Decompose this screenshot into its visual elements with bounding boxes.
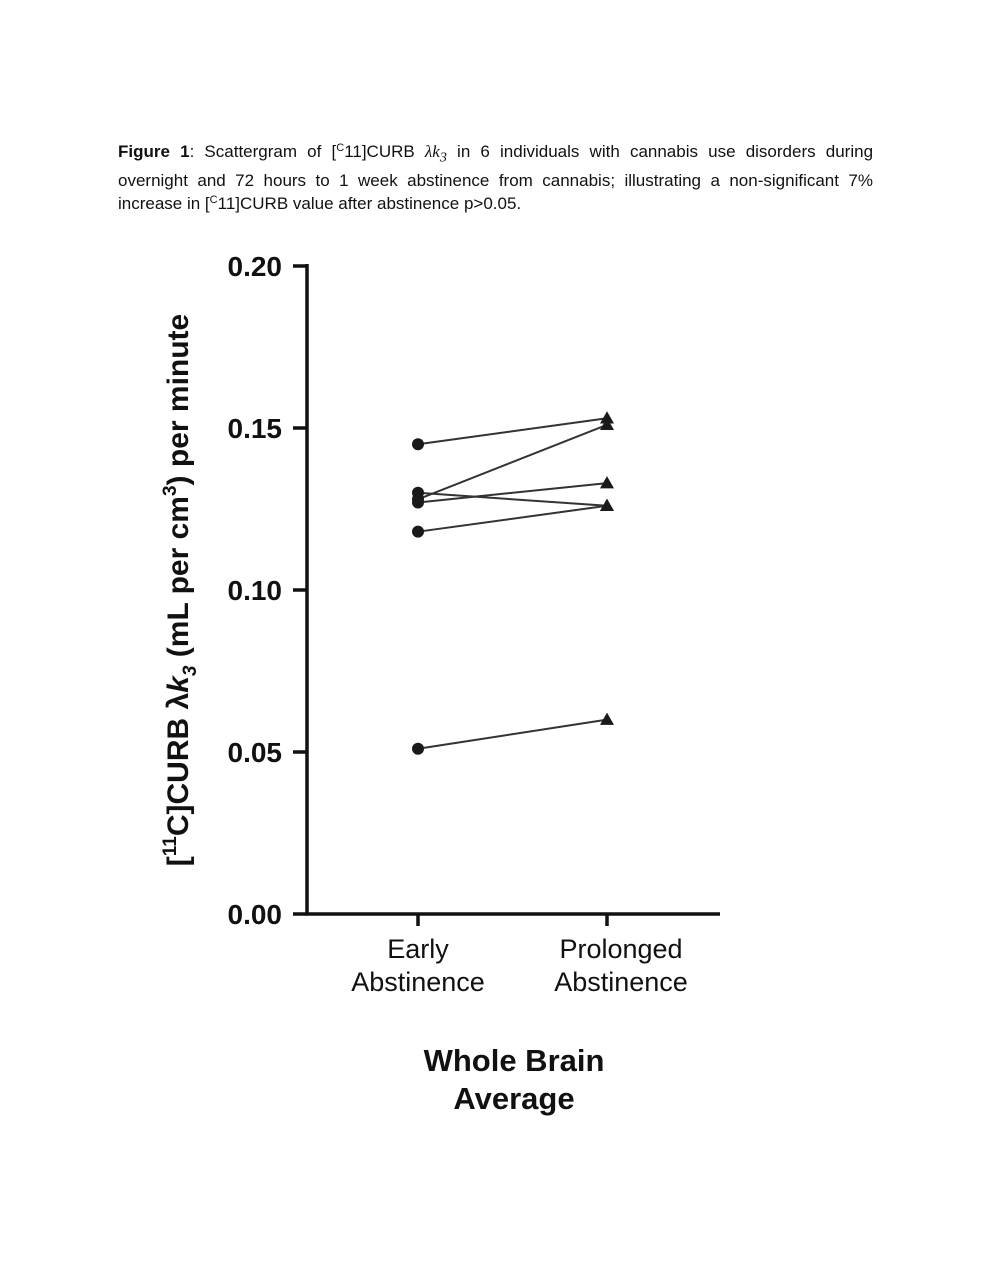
caption-sub: 3 bbox=[439, 149, 447, 166]
early-point bbox=[412, 438, 424, 451]
y-tick-label: 0.10 bbox=[228, 575, 283, 606]
caption-label: Figure 1 bbox=[118, 142, 190, 161]
caption-text-1: : Scattergram of [ bbox=[189, 142, 337, 161]
x-category-label: Abstinence bbox=[351, 967, 485, 997]
y-title-mid: (mL per cm bbox=[162, 496, 195, 666]
caption-lambda: λk bbox=[424, 142, 440, 161]
prolonged-point bbox=[600, 411, 614, 424]
y-title-k: k bbox=[162, 675, 195, 693]
caption-text-3: in 6 individuals with cannabis use disor… bbox=[118, 142, 874, 214]
y-tick-label: 0.20 bbox=[228, 251, 283, 282]
pair-line bbox=[417, 491, 608, 507]
early-point bbox=[412, 742, 424, 755]
y-tick-label: 0.15 bbox=[228, 413, 283, 444]
data-pairs bbox=[412, 411, 614, 755]
early-point bbox=[412, 496, 424, 509]
y-title-sup-2: 3 bbox=[160, 485, 181, 496]
pair-line bbox=[417, 482, 608, 504]
y-tick-label: 0.00 bbox=[228, 899, 283, 930]
early-point bbox=[412, 525, 424, 538]
pair-line bbox=[417, 504, 608, 533]
x-axis-title-line: Average bbox=[453, 1081, 574, 1116]
x-category-label: Early bbox=[387, 934, 449, 964]
y-axis-title: [11C]CURB λk3 (mL per cm3) per minute bbox=[160, 314, 201, 866]
y-title-main: C]CURB λ bbox=[162, 692, 195, 836]
axes bbox=[305, 264, 720, 916]
prolonged-point bbox=[600, 417, 614, 431]
prolonged-point bbox=[600, 712, 614, 725]
pair-line bbox=[417, 423, 608, 501]
y-tick-label: 0.05 bbox=[228, 737, 283, 768]
y-ticks: 0.00 0.05 0.10 0.15 0.20 bbox=[228, 251, 307, 930]
caption-sup-1: C bbox=[336, 142, 345, 154]
y-title-end: ) per minute bbox=[162, 314, 195, 486]
y-title-open: [ bbox=[162, 856, 195, 866]
pair-line bbox=[417, 417, 608, 446]
caption-text-4: 11]CURB value after abstinence p>0.05. bbox=[217, 194, 522, 214]
prolonged-point bbox=[600, 476, 614, 489]
caption-sup-2: C bbox=[209, 194, 218, 207]
caption-text-2: 11]CURB bbox=[344, 142, 425, 161]
y-title-sub: 3 bbox=[180, 665, 201, 676]
y-title-sup-1: 11 bbox=[160, 836, 181, 857]
figure-caption: Figure 1: Scattergram of [C11]CURB λk3 i… bbox=[118, 140, 873, 215]
x-category-label: Prolonged bbox=[559, 934, 682, 964]
prolonged-point bbox=[600, 498, 614, 512]
x-axis-title-line: Whole Brain bbox=[424, 1043, 605, 1078]
pair-line bbox=[417, 718, 608, 750]
x-category-label: Abstinence bbox=[554, 967, 688, 997]
